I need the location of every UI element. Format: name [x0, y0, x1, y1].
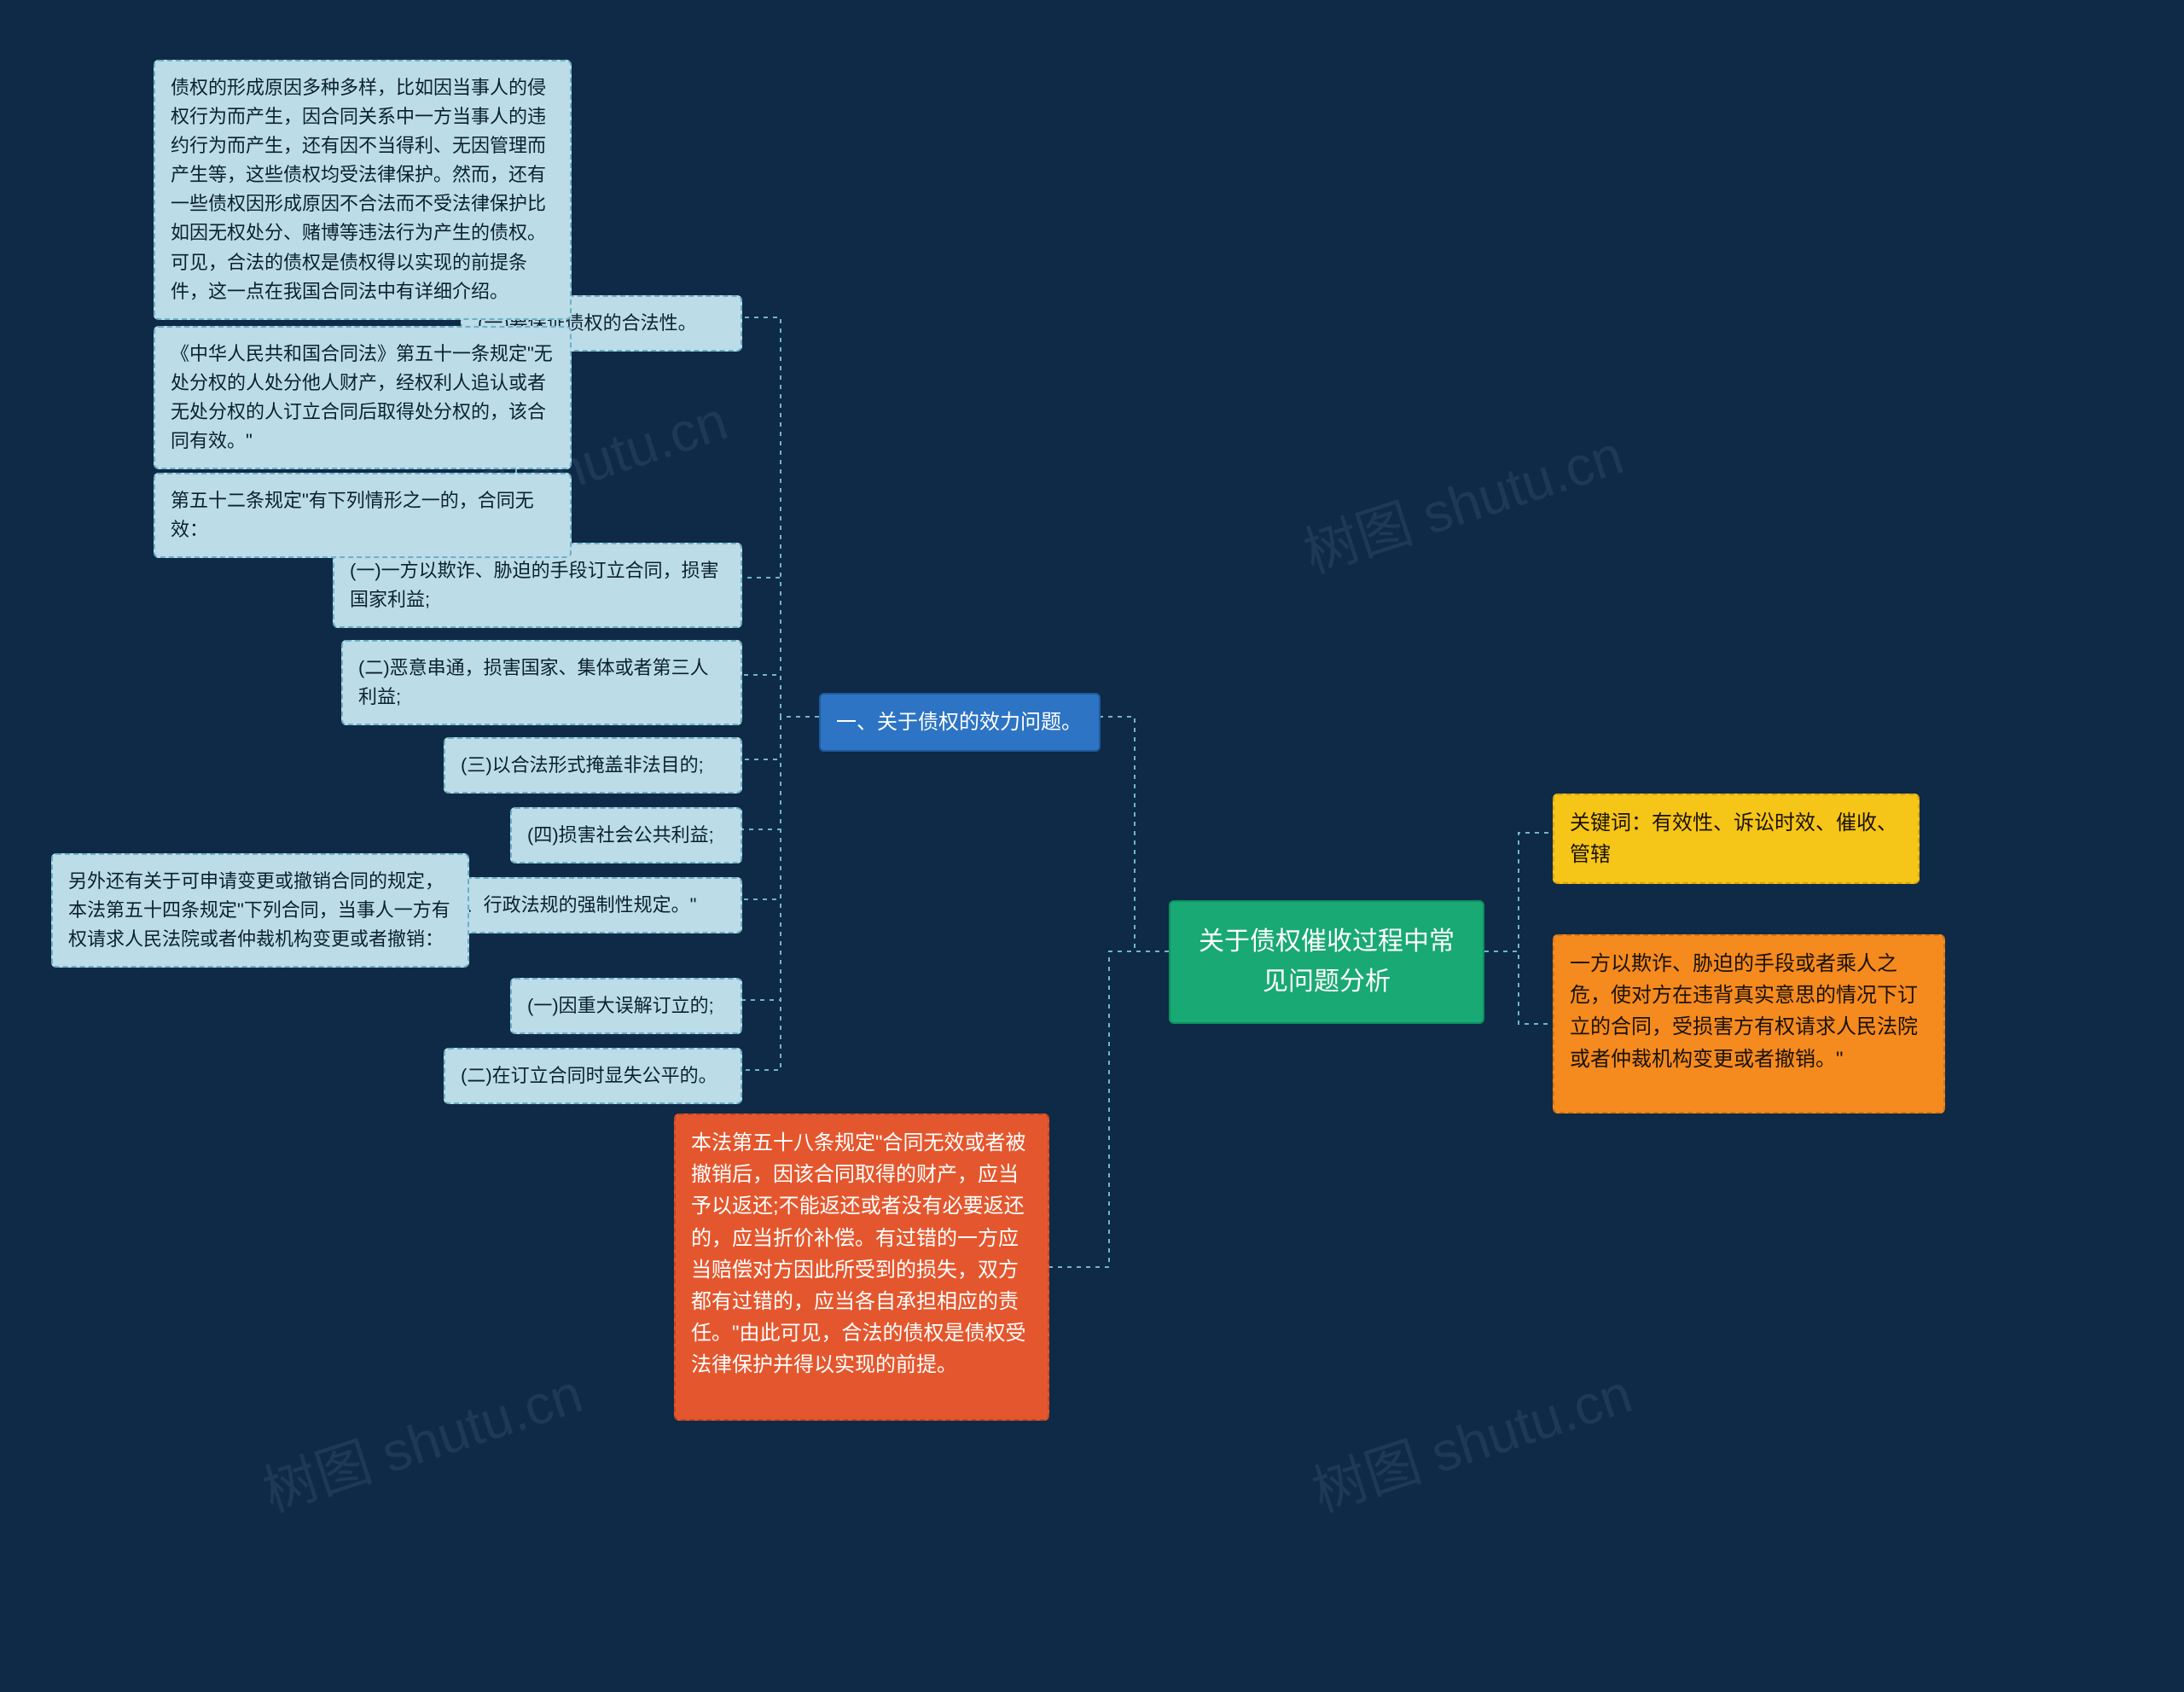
- connector: [742, 317, 819, 717]
- connector: [742, 578, 819, 717]
- connector: [742, 717, 819, 759]
- connector: [742, 717, 819, 899]
- connector: [742, 717, 819, 829]
- root-node[interactable]: 关于债权催收过程中常见问题分析: [1169, 900, 1484, 1024]
- section-1-node[interactable]: 一、关于债权的效力问题。: [819, 693, 1101, 752]
- connector: [1484, 951, 1553, 1024]
- watermark: 树图 shutu.cn: [252, 1350, 590, 1526]
- watermark: 树图 shutu.cn: [1292, 411, 1631, 588]
- connector: [742, 717, 819, 1070]
- leaf-art51-node[interactable]: 《中华人民共和国合同法》第五十一条规定"无处分权的人处分他人财产，经权利人追认或…: [154, 326, 572, 469]
- subitem-mistake-node[interactable]: (一)因重大误解订立的;: [510, 978, 742, 1034]
- connector: [1101, 717, 1169, 951]
- leaf-causes-node[interactable]: 债权的形成原因多种多样，比如因当事人的侵权行为而产生，因合同关系中一方当事人的违…: [154, 60, 572, 320]
- subitem-public-node[interactable]: (四)损害社会公共利益;: [510, 807, 742, 863]
- subitem-collusion-node[interactable]: (二)恶意串通，损害国家、集体或者第三人利益;: [341, 640, 742, 725]
- subitem-unfair-node[interactable]: (二)在订立合同时显失公平的。: [444, 1048, 742, 1104]
- fraud-clause-node[interactable]: 一方以欺诈、胁迫的手段或者乘人之危，使对方在违背真实意思的情况下订立的合同，受损…: [1553, 934, 1945, 1113]
- watermark: 树图 shutu.cn: [1301, 1350, 1640, 1526]
- leaf-art54-node[interactable]: 另外还有关于可申请变更或撤销合同的规定，本法第五十四条规定"下列合同，当事人一方…: [51, 853, 469, 968]
- keywords-node[interactable]: 关键词：有效性、诉讼时效、催收、管辖: [1553, 794, 1920, 884]
- article-58-node[interactable]: 本法第五十八条规定"合同无效或者被撤销后，因该合同取得的财产，应当予以返还;不能…: [674, 1113, 1049, 1421]
- subitem-coverup-node[interactable]: (三)以合法形式掩盖非法目的;: [444, 737, 742, 794]
- connector: [1049, 951, 1169, 1267]
- connector: [742, 675, 819, 717]
- connector: [742, 717, 819, 1000]
- leaf-art52-node[interactable]: 第五十二条规定"有下列情形之一的，合同无效：: [154, 473, 572, 558]
- connector: [1484, 833, 1553, 951]
